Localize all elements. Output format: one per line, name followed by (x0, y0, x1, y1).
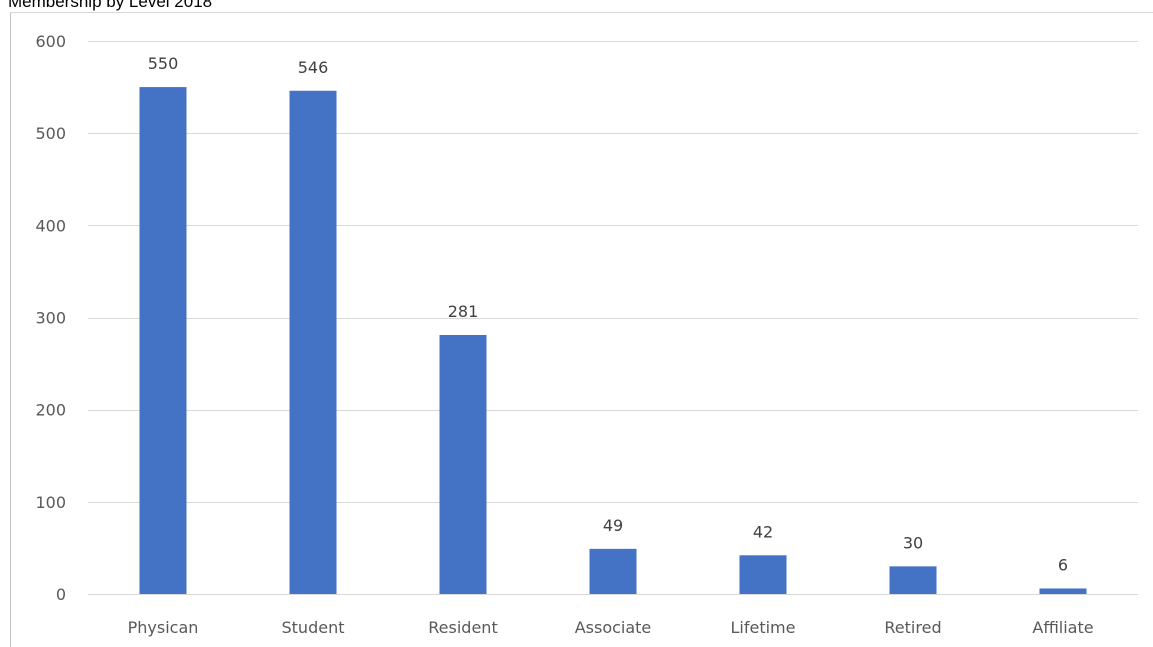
chart-left-border (10, 12, 11, 647)
bar (889, 566, 937, 594)
bar (139, 87, 187, 594)
bar (1039, 588, 1087, 594)
bar (739, 555, 787, 594)
data-label: 49 (603, 516, 623, 535)
y-tick-label: 200 (35, 401, 66, 420)
data-label: 6 (1058, 555, 1068, 574)
data-labels: 550 546 281 49 42 30 6 (148, 54, 1068, 574)
bar (289, 90, 337, 595)
y-tick-label: 600 (35, 32, 66, 51)
category-label: Associate (575, 618, 652, 637)
data-label: 546 (298, 58, 329, 77)
chart-title: Membership by Level 2018 (8, 0, 213, 11)
x-axis-category-labels: Physican Student Resident Associate Lifetime… (128, 618, 1094, 637)
category-label: Student (282, 618, 345, 637)
bar (439, 335, 487, 594)
y-tick-label: 0 (56, 585, 66, 604)
data-label: 30 (903, 533, 923, 552)
category-label: Affiliate (1032, 618, 1093, 637)
y-tick-label: 100 (35, 493, 66, 512)
data-label: 550 (148, 54, 179, 73)
data-label: 281 (448, 302, 479, 321)
data-label: 42 (753, 522, 773, 541)
category-label: Retired (884, 618, 941, 637)
category-label: Resident (428, 618, 497, 637)
y-tick-label: 500 (35, 124, 66, 143)
chart-top-border (10, 12, 1153, 13)
category-label: Lifetime (731, 618, 796, 637)
bars (139, 87, 1087, 595)
y-tick-label: 300 (35, 309, 66, 328)
y-tick-label: 400 (35, 216, 66, 235)
category-label: Physican (128, 618, 199, 637)
y-axis-tick-labels: 0 100 200 300 400 500 600 (35, 32, 66, 604)
bar (589, 548, 637, 594)
gridlines (88, 41, 1138, 595)
